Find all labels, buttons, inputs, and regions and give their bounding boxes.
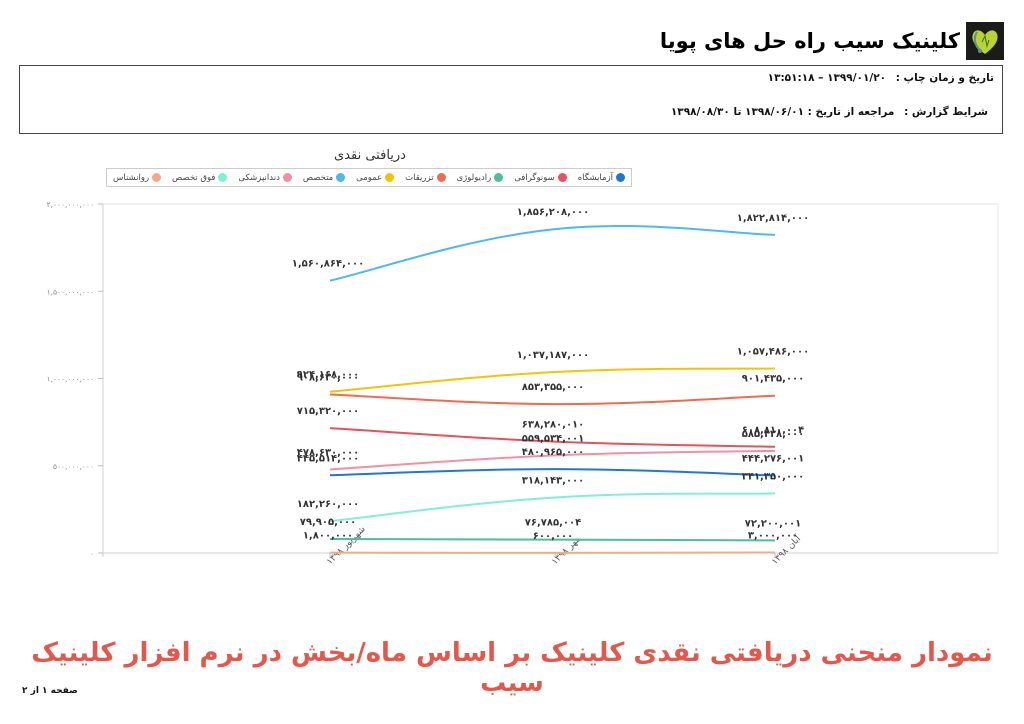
legend-dot-icon: [494, 173, 504, 182]
y-tick-label: ۱,۰۰۰,۰۰۰,۰۰۰: [47, 375, 94, 384]
data-label: ۷۱۵,۳۲۰,۰۰۰: [297, 406, 360, 417]
legend-label: متخصص: [302, 172, 334, 183]
y-tick-label: ۵۰۰,۰۰۰,۰۰۰: [53, 462, 94, 471]
legend-dot-icon: [282, 173, 292, 182]
data-label: ۳۴۱,۳۵۰,۰۰۰: [742, 471, 805, 482]
data-label: ۸۵۳,۳۵۵,۰۰۰: [522, 382, 585, 393]
data-label: ۶۰۸,۸۱۰,۰۰۴: [742, 425, 805, 436]
data-label: ۱,۰۳۷,۱۸۷,۰۰۰: [517, 350, 589, 361]
legend-dot-icon: [385, 173, 395, 182]
legend-label: تزریقات: [405, 172, 434, 183]
data-label: ۴۷۸,۶۳۰,۰۰۰: [297, 447, 360, 458]
series-line: [329, 427, 776, 448]
legend-item[interactable]: فوق تخصص: [172, 172, 228, 183]
data-label: ۴۸۰,۹۶۵,۰۰۰: [522, 447, 585, 458]
data-label: ۱,۸۵۶,۲۰۸,۰۰۰: [517, 207, 589, 218]
legend-label: فوق تخصص: [172, 172, 216, 183]
line-chart: ۰ ۵۰۰,۰۰۰,۰۰۰ ۱,۰۰۰,۰۰۰,۰۰۰ ۱,۵۰۰,۰۰۰,۰۰۰ ۲,…: [47, 200, 999, 567]
legend-dot-icon: [436, 173, 446, 182]
data-label: ۹۲۴,۱۶۸,۰۰۰: [297, 370, 360, 381]
legend-label: دندانپزشکی: [238, 172, 280, 183]
legend-dot-icon: [218, 173, 228, 182]
legend-dot-icon: [557, 173, 567, 182]
data-label: ۱,۸۰۰,۰۰۰: [303, 531, 353, 542]
legend-item[interactable]: سونوگرافی: [514, 173, 567, 183]
data-label: ۱,۵۶۰,۸۶۴,۰۰۰: [292, 259, 364, 270]
report-conditions-value: مراجعه از تاریخ : ۱۳۹۸/۰۶/۰۱ تا ۱۳۹۸/۰۸/…: [670, 106, 895, 118]
legend-item[interactable]: متخصص: [302, 172, 346, 183]
data-label: ۶۳۸,۲۸۰,۰۱۰: [522, 420, 585, 431]
series-line: [329, 492, 776, 523]
y-tick-label: ۲,۰۰۰,۰۰۰,۰۰۰: [47, 200, 94, 209]
legend-label: سونوگرافی: [514, 172, 555, 183]
page-number: صفحه ۱ از ۲: [22, 686, 78, 696]
data-label: ۴۴۵,۵۱۴,۰۰۰: [297, 453, 360, 464]
legend-label: آزمایشگاه: [577, 172, 613, 183]
data-label: ۷۶,۷۸۵,۰۰۴: [525, 518, 581, 529]
data-label: ۵۸۵,۴۲۸,۰۰۰: [742, 429, 805, 440]
legend-item[interactable]: تزریقات: [405, 172, 446, 183]
series-line: [329, 468, 776, 477]
legend-item[interactable]: آزمایشگاه: [578, 173, 625, 183]
legend-item[interactable]: دندانپزشکی: [238, 173, 292, 183]
data-label: ۶۰۰,۰۰۰: [533, 531, 573, 542]
report-conditions: شرایط گزارش : مراجعه از تاریخ : ۱۳۹۸/۰۶/…: [671, 106, 988, 118]
legend-item[interactable]: رادیولوژی: [457, 173, 504, 183]
print-datetime: تاریخ و زمان چاپ : ۱۳۹۹/۰۱/۲۰ – ۱۳:۵۱:۱۸: [768, 72, 994, 84]
series-line: [329, 393, 776, 406]
data-label: ۹۰۱,۴۳۵,۰۰۰: [742, 374, 805, 385]
data-label: ۴۴۴,۲۷۶,۰۰۱: [742, 453, 805, 464]
data-label: ۱,۸۲۲,۸۱۴,۰۰۰: [737, 213, 809, 224]
chart-legend: روانشناس فوق تخصص دندانپزشکی متخصص عمومی تزری…: [106, 168, 632, 187]
legend-dot-icon: [616, 173, 625, 182]
data-label: ۷۲,۲۰۰,۰۰۱: [745, 518, 801, 529]
series-line: [329, 224, 776, 282]
y-tick-label: ۱,۵۰۰,۰۰۰,۰۰۰: [47, 287, 94, 296]
legend-label: عمومی: [356, 172, 383, 183]
print-datetime-label: تاریخ و زمان چاپ :: [895, 72, 994, 84]
legend-item[interactable]: روانشناس: [113, 172, 162, 183]
series-line: [329, 538, 776, 542]
report-info-box: تاریخ و زمان چاپ : ۱۳۹۹/۰۱/۲۰ – ۱۳:۵۱:۱۸…: [19, 65, 1003, 134]
report-conditions-label: شرایط گزارش :: [904, 106, 988, 118]
data-label: ۳۱۸,۱۴۳,۰۰۰: [522, 475, 585, 486]
print-datetime-value: ۱۳۹۹/۰۱/۲۰ – ۱۳:۵۱:۱۸: [767, 72, 887, 84]
legend-label: روانشناس: [113, 172, 150, 183]
data-label: ۱,۰۵۷,۴۸۶,۰۰۰: [737, 346, 809, 357]
legend-dot-icon: [152, 173, 162, 182]
data-label: ۱۸۲,۲۶۰,۰۰۰: [297, 499, 360, 510]
legend-dot-icon: [336, 173, 346, 182]
clinic-brand: کلینیک سیب راه حل های پویا: [660, 22, 1004, 60]
data-label: ۷۹,۹۰۵,۰۰۰: [300, 517, 356, 528]
brand-name: کلینیک سیب راه حل های پویا: [659, 29, 960, 53]
series-line: [329, 367, 776, 393]
series-line: [329, 449, 776, 471]
legend-label: رادیولوژی: [456, 172, 492, 183]
chart-title: دریافتی نقدی: [334, 148, 406, 163]
data-label: ۳,۰۰۰,۰۰۰: [748, 530, 798, 541]
data-label: ۵۵۹,۵۳۴,۰۰۱: [522, 433, 585, 444]
data-label: ۹۰۸,۶۳۰,۰۰۰: [297, 372, 360, 383]
legend-item[interactable]: عمومی: [356, 172, 395, 183]
footer-caption: نمودار منحنی دریافتی نقدی کلینیک بر اساس…: [31, 638, 993, 698]
heart-stethoscope-logo-icon: [966, 22, 1004, 60]
y-tick-label: ۰: [90, 549, 94, 558]
